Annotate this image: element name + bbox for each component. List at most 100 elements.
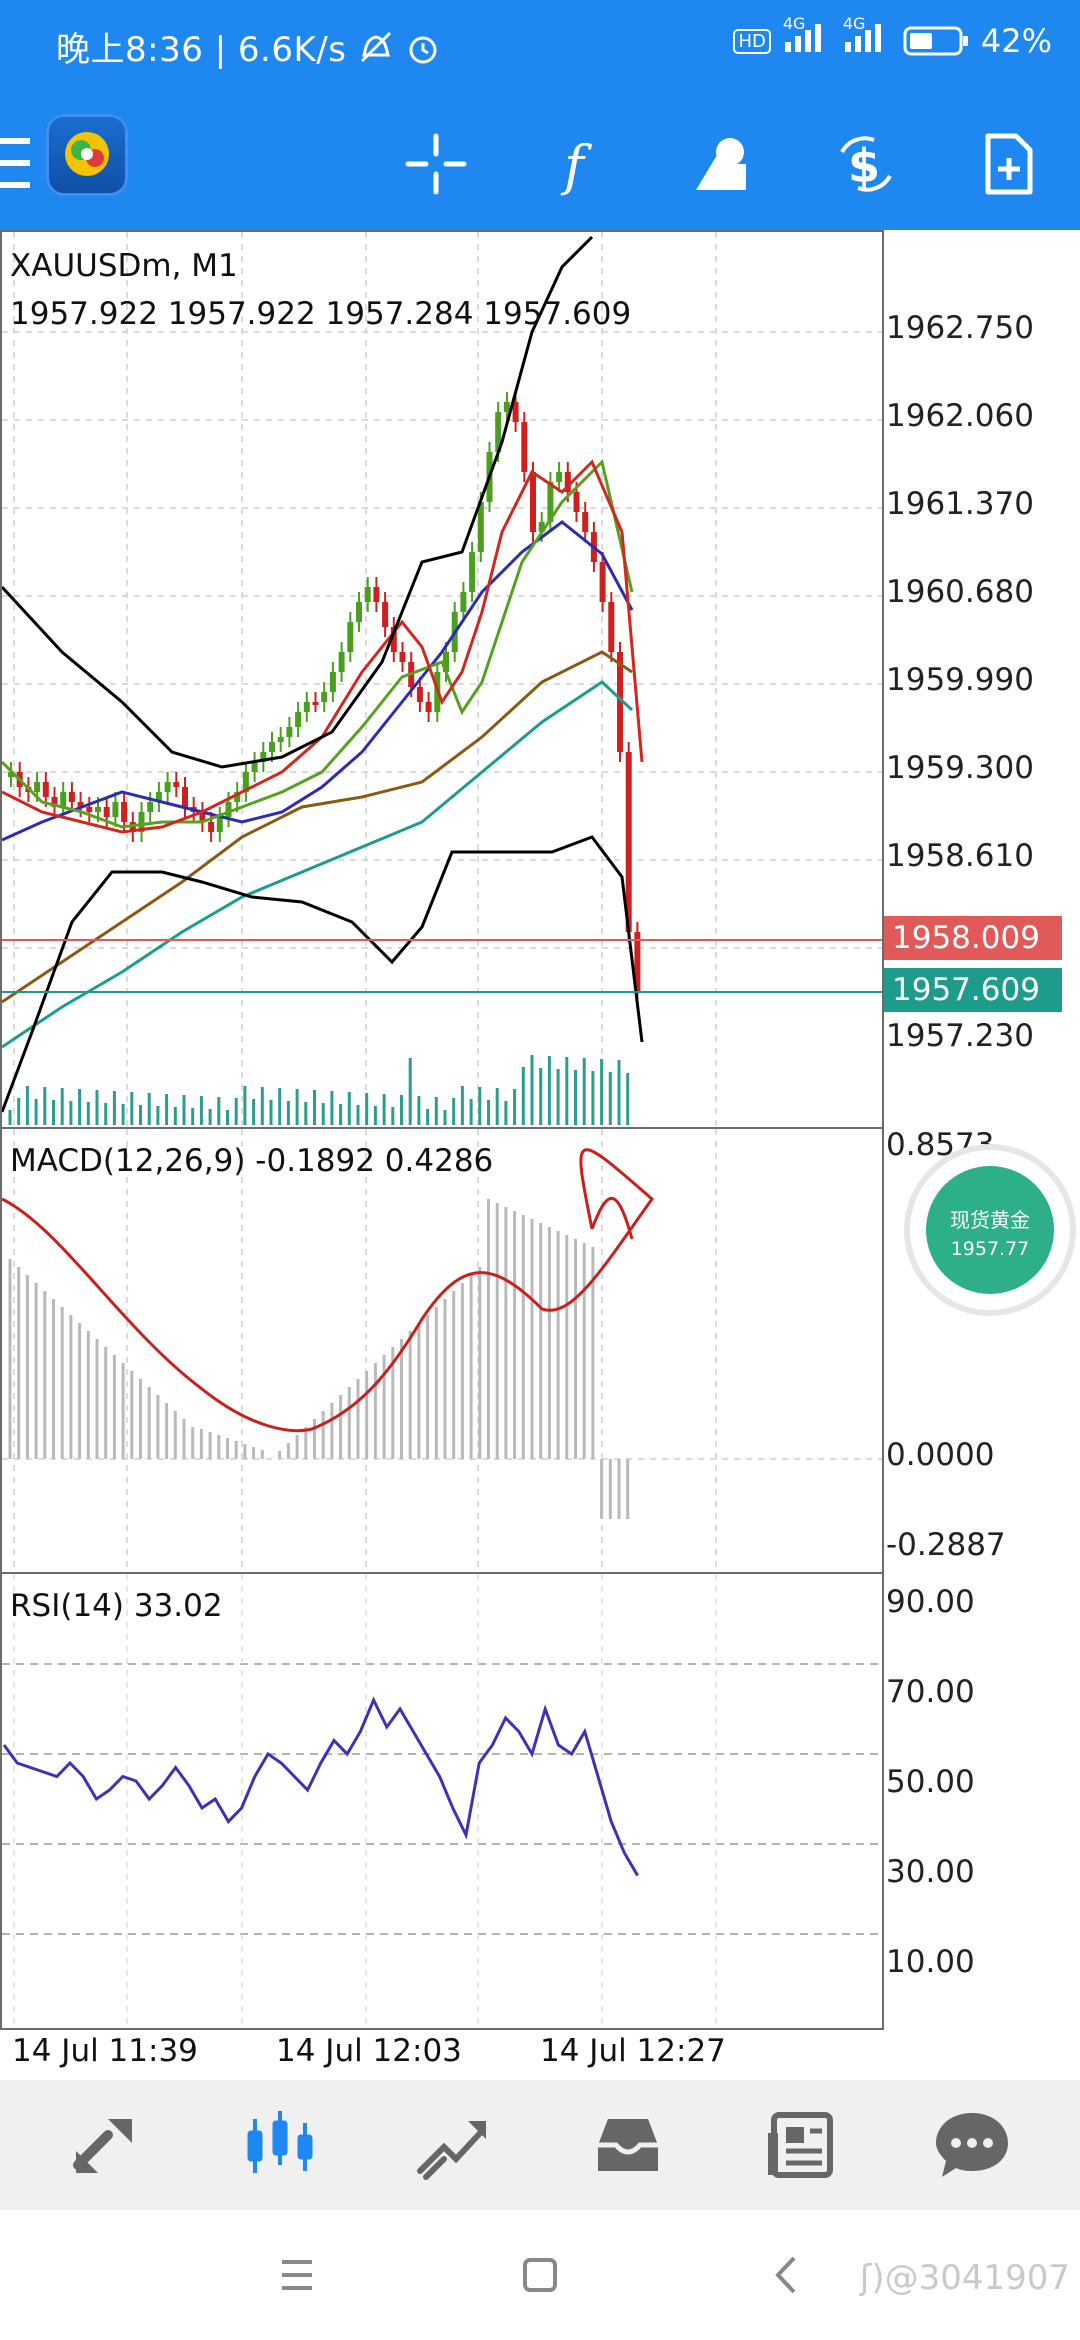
chart-area[interactable]: XAUUSDm, M1 1957.922 1957.922 1957.284 1…: [0, 230, 1080, 2080]
candle-body: [225, 802, 232, 817]
candle-body: [556, 472, 563, 482]
ask-price-label: 1957.609: [884, 968, 1062, 1012]
rsi-title: RSI(14) 33.02: [10, 1588, 223, 1624]
candle-body: [164, 782, 171, 792]
candle-body: [634, 932, 641, 992]
candle-body: [364, 587, 371, 602]
new-order-icon[interactable]: [958, 114, 1058, 214]
candle-body: [538, 522, 545, 532]
badge-price: 1957.77: [950, 1238, 1030, 1260]
candle-body: [530, 472, 536, 532]
candle-body: [443, 652, 449, 672]
price-chart-svg: [2, 232, 882, 1127]
symbol-dollar-icon[interactable]: $: [816, 114, 916, 214]
chart-toolbar: f $: [0, 100, 1080, 230]
svg-text:$: $: [848, 139, 880, 193]
macd-svg: [2, 1129, 882, 1573]
hd-badge: HD: [733, 28, 771, 54]
status-right: HD 4G 4G 42%: [733, 14, 1052, 60]
candle-body: [260, 752, 267, 762]
rsi-axis: 90.00 70.00 50.00 30.00 10.00: [886, 1584, 975, 1980]
candle-body: [77, 802, 84, 807]
candle-body: [425, 702, 432, 712]
mute-icon: [358, 30, 394, 70]
indicator-f-icon[interactable]: f: [528, 114, 628, 214]
candle-body: [242, 772, 249, 792]
candle-body: [460, 592, 467, 612]
svg-text:f: f: [560, 134, 592, 196]
battery-icon: [903, 26, 968, 56]
messages-icon[interactable]: [912, 2100, 1032, 2190]
battery-percent: 42%: [980, 22, 1052, 60]
signal-icon: [844, 24, 881, 52]
trade-icon[interactable]: [392, 2100, 512, 2190]
ma-red: [2, 459, 644, 834]
symbol-title: XAUUSDm, M1: [10, 248, 238, 284]
candle-body: [347, 622, 354, 652]
candle-body: [573, 492, 580, 512]
candle-body: [42, 782, 49, 797]
menu-icon[interactable]: [0, 138, 30, 192]
macd-pane[interactable]: MACD(12,26,9) -0.1892 0.4286: [0, 1127, 884, 1575]
candle-body: [251, 762, 258, 772]
back-icon[interactable]: [752, 2240, 822, 2310]
price-pane[interactable]: XAUUSDm, M1 1957.922 1957.922 1957.284 1…: [0, 230, 884, 1129]
ma-brown: [2, 650, 633, 1004]
rsi-pane[interactable]: RSI(14) 33.02: [0, 1572, 884, 2030]
signal-2: 4G: [843, 14, 891, 60]
candle-body: [356, 602, 362, 622]
candle-body: [199, 812, 206, 822]
history-icon[interactable]: [568, 2100, 688, 2190]
bid-price-label: 1958.009: [884, 916, 1062, 960]
price-axis: 1962.750 1962.060 1961.370 1960.680 1959…: [886, 310, 1034, 1054]
spot-gold-badge[interactable]: 现货黄金 1957.77: [910, 1150, 1070, 1310]
time-axis: 14 Jul 11:39 14 Jul 12:03 14 Jul 12:27: [12, 2033, 726, 2069]
app-logo: [46, 114, 128, 196]
news-icon[interactable]: [740, 2100, 860, 2190]
macd-title: MACD(12,26,9) -0.1892 0.4286: [10, 1143, 494, 1179]
signal-1: 4G: [783, 14, 831, 60]
candle-body: [216, 817, 223, 832]
rsi-svg: [2, 1574, 882, 2028]
candle-body: [503, 402, 510, 412]
candle-body: [182, 787, 188, 807]
candle-body: [51, 797, 58, 807]
candle-body: [295, 712, 302, 727]
candle-body: [477, 502, 484, 552]
home-icon[interactable]: [505, 2240, 575, 2310]
candle-body: [303, 702, 310, 712]
candle-body: [373, 587, 380, 602]
candle-body: [147, 802, 154, 812]
candle-body: [286, 727, 293, 737]
candle-body: [617, 652, 623, 752]
crosshair-icon[interactable]: [386, 114, 486, 214]
alarm-icon: [405, 30, 441, 70]
candle-body: [547, 482, 554, 522]
candle-body: [68, 792, 75, 802]
candle-body: [234, 792, 241, 802]
recent-apps-icon[interactable]: [262, 2240, 332, 2310]
quotes-icon[interactable]: [48, 2100, 168, 2190]
bollinger-lower: [2, 835, 644, 1113]
chart-icon[interactable]: [220, 2100, 340, 2190]
candle-body: [138, 812, 145, 832]
candle-body: [34, 782, 41, 792]
candle-body: [521, 422, 528, 472]
candle-body: [382, 602, 389, 627]
candle-body: [155, 792, 162, 802]
status-time-speed: 晚上8:36 | 6.6K/s: [56, 22, 441, 71]
candle-body: [208, 822, 215, 832]
objects-icon[interactable]: [672, 114, 772, 214]
candle-body: [173, 782, 180, 787]
candle-body: [582, 512, 589, 532]
candle-body: [599, 562, 606, 602]
candle-body: [60, 792, 67, 807]
system-navigation: ʃ)@3041907: [0, 2210, 1080, 2340]
candle-body: [564, 472, 571, 492]
candle-body: [121, 802, 128, 822]
candle-body: [338, 652, 345, 672]
candle-body: [416, 687, 423, 702]
candle-body: [8, 772, 14, 777]
candle-body: [469, 552, 476, 592]
candle-body: [95, 807, 101, 812]
